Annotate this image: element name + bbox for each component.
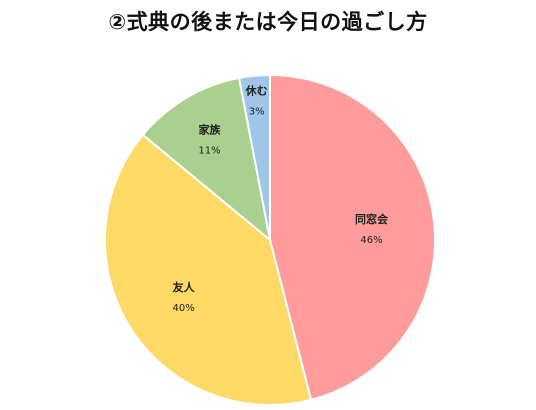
pie-slice-3 bbox=[141, 76, 272, 243]
slice-category-label: 同窓会 bbox=[355, 212, 389, 226]
slice-value-label: 46% bbox=[360, 235, 382, 246]
slice-value-label: 11% bbox=[198, 146, 220, 157]
slice-category-label: 家族 bbox=[199, 123, 222, 137]
pie-slice-1 bbox=[269, 73, 436, 402]
chart-title: ②式典の後または今日の過ごし方 bbox=[108, 10, 428, 34]
pie-slice-4 bbox=[237, 73, 271, 241]
pie-slice-2 bbox=[104, 133, 313, 406]
slice-value-label: 40% bbox=[173, 303, 195, 314]
slice-value-label: 3% bbox=[249, 107, 265, 118]
slice-category-label: 友人 bbox=[173, 280, 196, 294]
pie-slices bbox=[104, 73, 436, 406]
slice-category-label: 休む bbox=[245, 84, 268, 98]
pie-labels: 同窓会 46% 友人 40% 家族 11% 休む 3% bbox=[173, 84, 389, 314]
